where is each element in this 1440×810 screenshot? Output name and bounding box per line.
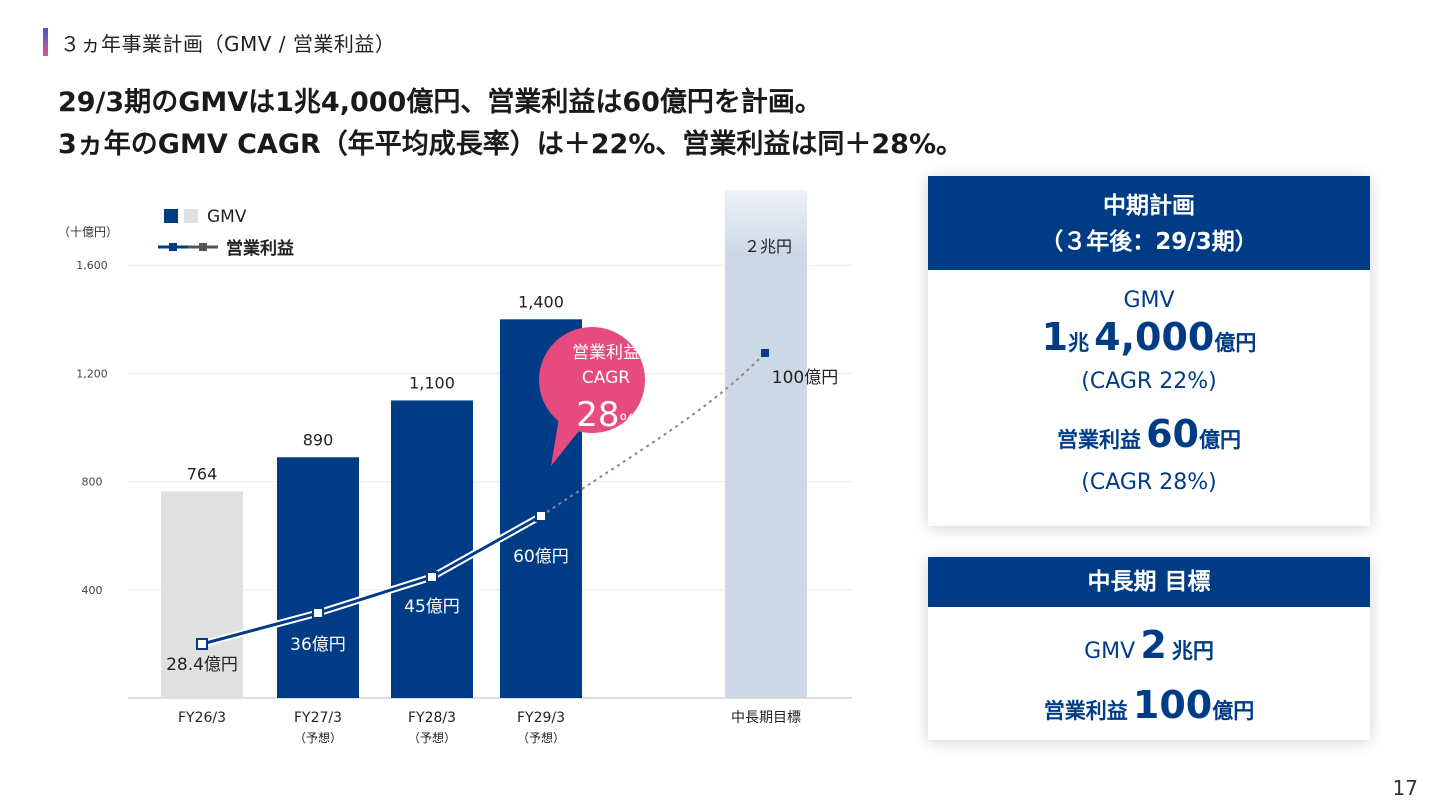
bar-value-label: 890 (303, 430, 334, 449)
mid-term-plan-header: 中期計画 （３年後：29/3期） (928, 176, 1370, 270)
x-category-label: FY29/3 (517, 710, 565, 726)
y-tick-label: 1,600 (76, 259, 108, 272)
bar-value-label: ２兆円 (744, 237, 792, 256)
mid-term-plan-title: 中期計画 (1103, 193, 1195, 219)
op-point-target (761, 349, 769, 357)
mid-op-number: 60 (1146, 412, 1199, 456)
long-term-target-panel: 中長期 目標 GMV 2 兆円 営業利益 100億円 (928, 557, 1370, 740)
headline-line-1: 29/3期のGMVは1兆4,000億円、営業利益は60億円を計画。 (58, 87, 822, 118)
op-point (312, 607, 324, 619)
x-category-sublabel: （予想） (294, 730, 342, 745)
op-value-label: 100億円 (772, 368, 838, 388)
legend-op-label: 営業利益 (226, 238, 294, 259)
legend-gmv-label: GMV (207, 207, 247, 227)
mid-term-plan-body: GMV 1兆 4,000億円 (CAGR 22%) 営業利益 60億円 (CAG… (928, 288, 1370, 495)
long-gmv-label: GMV (1084, 639, 1136, 664)
x-category-label: FY28/3 (408, 710, 456, 726)
legend-gmv-swatch-navy (164, 209, 178, 223)
long-gmv-row: GMV 2 兆円 (928, 625, 1370, 673)
bar-gmv (161, 491, 243, 698)
callout-bubble (539, 327, 645, 433)
legend-gmv-swatch-gray (184, 209, 198, 223)
x-category-label: FY27/3 (294, 710, 342, 726)
callout-value: 28% (576, 395, 635, 435)
mid-gmv-unit-2: 億円 (1214, 331, 1257, 355)
callout-value-unit: % (620, 411, 636, 431)
op-line-halo (201, 512, 543, 648)
callout-tail (551, 412, 582, 466)
mid-op-cagr: (CAGR 28%) (1081, 470, 1217, 495)
bar-gmv (391, 400, 473, 698)
mid-gmv-cagr: (CAGR 22%) (1081, 369, 1217, 394)
y-tick-label: 400 (82, 584, 103, 597)
mid-gmv-unit-1: 兆 (1068, 331, 1090, 355)
legend-line-marker-navy (169, 243, 177, 251)
bar-value-label: 764 (187, 464, 218, 483)
bar-value-label: 1,400 (518, 292, 564, 311)
op-line-projection (540, 352, 766, 517)
long-gmv-unit: 兆円 (1171, 639, 1214, 663)
callout-value-number: 28 (576, 395, 619, 435)
long-term-target-body: GMV 2 兆円 営業利益 100億円 (928, 625, 1370, 733)
bar-gmv (277, 457, 359, 698)
long-gmv-number: 2 (1140, 623, 1167, 667)
long-op-label: 営業利益 (1043, 699, 1128, 723)
mid-term-plan-panel: 中期計画 （３年後：29/3期） GMV 1兆 4,000億円 (CAGR 22… (928, 176, 1370, 526)
mid-gmv-value-2: 4,000 (1094, 315, 1215, 359)
y-tick-label: 800 (82, 476, 103, 489)
long-op-row: 営業利益 100億円 (928, 685, 1370, 733)
bar-value-label: 1,100 (409, 373, 455, 392)
page-number: 17 (1392, 776, 1418, 800)
mid-gmv-value-1: 1 (1041, 315, 1069, 359)
mid-op-label: 営業利益 (1057, 428, 1141, 452)
op-point (535, 510, 547, 522)
x-category-sublabel: （予想） (408, 730, 456, 745)
mid-gmv-label: GMV (1123, 288, 1175, 313)
x-category-label: 中長期目標 (731, 710, 801, 726)
op-value-label: 45億円 (404, 597, 460, 617)
mid-gmv-value: 1兆 4,000億円 (928, 317, 1370, 365)
long-op-unit: 億円 (1212, 699, 1255, 723)
x-category-label: FY26/3 (178, 710, 226, 726)
mid-op-value: 営業利益 60億円 (928, 414, 1370, 462)
mid-op-unit: 億円 (1198, 428, 1241, 452)
section-accent-bar (43, 28, 48, 56)
long-op-number: 100 (1132, 683, 1213, 727)
op-point (426, 571, 438, 583)
section-title: ３ヵ年事業計画（GMV / 営業利益） (60, 32, 396, 56)
y-axis-unit: （十億円） (58, 225, 118, 239)
op-point (196, 638, 208, 650)
long-term-target-header: 中長期 目標 (928, 557, 1370, 607)
op-line (201, 514, 542, 646)
callout-line-1: 営業利益 (572, 343, 640, 363)
callout-line-2: CAGR (582, 368, 630, 388)
gmv-operating-profit-chart: GMV 営業利益 （十億円） 400 800 1,200 1,600 営業利益 CAG… (58, 190, 852, 745)
headline-line-2: 3ヵ年のGMV CAGR（年平均成長率）は＋22%、営業利益は同＋28%。 (58, 129, 964, 160)
op-value-label: 36億円 (290, 635, 346, 655)
x-category-sublabel: （予想） (517, 730, 565, 745)
op-value-label: 28.4億円 (166, 655, 238, 675)
op-value-label: 60億円 (513, 547, 569, 567)
y-tick-label: 1,200 (76, 367, 108, 380)
legend-line-marker-gray (199, 243, 207, 251)
headline: 29/3期のGMVは1兆4,000億円、営業利益は60億円を計画。 3ヵ年のGM… (58, 82, 963, 166)
mid-term-plan-subtitle: （３年後：29/3期） (1040, 229, 1258, 255)
bar-target (725, 190, 807, 698)
